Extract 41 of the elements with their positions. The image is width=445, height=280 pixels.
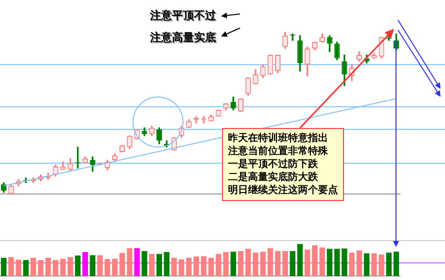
- bar: [75, 256, 81, 276]
- bar: [394, 252, 400, 276]
- annotation: 明日继续关注这两个要点: [228, 184, 338, 197]
- annotation: 注意当前位置非常特殊: [228, 145, 329, 158]
- bar: [386, 252, 392, 276]
- bar: [245, 248, 251, 276]
- bar: [194, 256, 200, 276]
- bar: [23, 260, 29, 276]
- bar: [149, 254, 155, 276]
- bar: [268, 248, 274, 276]
- bar: [142, 251, 148, 276]
- bar: [38, 260, 44, 276]
- bar: [119, 252, 125, 276]
- annotation: 注意高量实底: [150, 30, 216, 45]
- bar: [364, 253, 370, 276]
- bar: [156, 254, 162, 276]
- bar: [164, 252, 170, 276]
- bar: [30, 258, 36, 276]
- bar: [200, 256, 206, 276]
- annotation: 一是平顶不过防下跌: [228, 158, 319, 171]
- bar: [282, 251, 288, 276]
- bar: [68, 257, 74, 276]
- text: 注意平顶不过: [150, 8, 216, 23]
- annotation: 二是高量实底防大跌: [228, 171, 319, 184]
- bar: [126, 248, 132, 276]
- bar: [112, 258, 118, 276]
- bar: [312, 245, 318, 276]
- bar: [90, 255, 96, 276]
- bar: [230, 252, 236, 276]
- bar: [0, 258, 6, 276]
- bar: [134, 248, 140, 276]
- bar: [356, 250, 362, 276]
- annotation: 昨天在特训班特意指出: [228, 132, 329, 145]
- bar: [304, 249, 310, 276]
- bar: [45, 258, 51, 276]
- bar: [238, 251, 244, 276]
- bar: [326, 248, 332, 276]
- bar: [82, 252, 88, 276]
- bar: [319, 248, 325, 276]
- bar: [349, 252, 355, 276]
- bar: [275, 251, 281, 276]
